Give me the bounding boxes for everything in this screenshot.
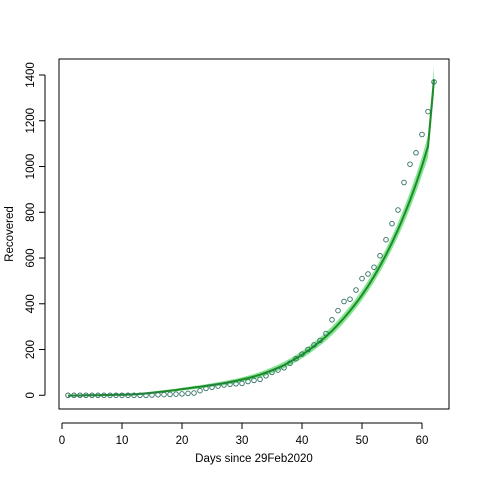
x-tick-label: 60 bbox=[416, 435, 429, 447]
data-point bbox=[401, 179, 407, 186]
data-point bbox=[281, 365, 287, 371]
data-point bbox=[317, 337, 323, 344]
data-point bbox=[209, 384, 215, 391]
data-point bbox=[143, 392, 149, 399]
data-point bbox=[161, 391, 167, 398]
confidence-band bbox=[68, 66, 434, 397]
data-point bbox=[125, 392, 131, 399]
confidence-band-layer bbox=[68, 66, 434, 397]
data-point bbox=[89, 392, 95, 399]
x-tick-label: 40 bbox=[296, 435, 309, 447]
data-point bbox=[167, 391, 173, 398]
data-point bbox=[215, 383, 221, 389]
data-point bbox=[425, 108, 431, 115]
x-tick-label: 50 bbox=[356, 435, 369, 447]
data-point bbox=[383, 236, 389, 243]
data-point bbox=[191, 390, 197, 396]
data-point bbox=[359, 275, 365, 282]
y-axis-title: Recovered bbox=[4, 206, 16, 262]
data-point bbox=[227, 381, 233, 388]
x-axis-title: Days since 29Feb2020 bbox=[195, 453, 313, 465]
y-tick-label: 200 bbox=[25, 340, 37, 359]
fit-line bbox=[67, 79, 435, 397]
data-point bbox=[263, 373, 269, 379]
y-tick-label: 600 bbox=[25, 248, 37, 267]
data-point bbox=[335, 307, 341, 314]
data-point bbox=[323, 330, 329, 337]
y-tick-label: 1000 bbox=[25, 154, 37, 180]
fit-line-layer bbox=[67, 79, 435, 397]
data-point bbox=[107, 392, 113, 399]
data-point bbox=[185, 390, 191, 397]
y-axis: 0 200 400 600 800 1000 1200 1400 bbox=[25, 62, 46, 398]
data-point bbox=[371, 264, 377, 270]
data-point bbox=[395, 207, 401, 213]
data-point bbox=[329, 317, 335, 323]
data-point bbox=[221, 382, 227, 388]
data-point bbox=[233, 381, 239, 387]
data-point bbox=[257, 376, 263, 383]
data-point bbox=[305, 346, 311, 353]
data-point bbox=[101, 392, 107, 399]
y-tick-label: 800 bbox=[25, 203, 37, 222]
data-point bbox=[311, 342, 317, 348]
data-point bbox=[179, 391, 185, 397]
data-point bbox=[287, 360, 293, 366]
data-point bbox=[77, 392, 83, 399]
data-point bbox=[269, 369, 275, 376]
data-point bbox=[299, 351, 305, 357]
y-tick-label: 1400 bbox=[25, 62, 37, 88]
data-point bbox=[155, 392, 161, 398]
y-tick-label: 0 bbox=[25, 392, 37, 398]
data-point bbox=[137, 392, 143, 399]
data-point bbox=[95, 392, 101, 399]
data-point bbox=[203, 385, 209, 392]
x-tick-label: 0 bbox=[59, 435, 65, 447]
x-tick-label: 30 bbox=[236, 435, 249, 447]
data-point bbox=[173, 391, 179, 397]
data-point bbox=[251, 377, 257, 384]
data-point bbox=[197, 387, 203, 394]
plot-frame bbox=[58, 58, 450, 410]
data-point bbox=[149, 392, 155, 398]
data-point bbox=[131, 392, 137, 399]
data-point bbox=[65, 392, 71, 399]
data-point bbox=[245, 378, 251, 385]
data-point bbox=[413, 150, 419, 156]
y-tick-label: 400 bbox=[25, 294, 37, 313]
data-point bbox=[389, 220, 395, 227]
data-point bbox=[353, 287, 359, 293]
data-point bbox=[407, 161, 413, 167]
y-tick-label: 1200 bbox=[25, 108, 37, 134]
x-tick-label: 10 bbox=[116, 435, 129, 447]
data-point bbox=[431, 79, 437, 85]
x-tick-label: 20 bbox=[176, 435, 189, 447]
data-point bbox=[347, 296, 353, 302]
x-axis: 0 10 20 30 40 50 60 bbox=[59, 422, 429, 447]
data-point bbox=[113, 392, 119, 399]
data-point bbox=[275, 367, 281, 373]
data-point bbox=[239, 380, 245, 387]
data-point bbox=[83, 392, 89, 399]
data-point bbox=[377, 252, 383, 259]
data-point bbox=[419, 131, 425, 138]
data-point bbox=[119, 392, 125, 399]
data-point bbox=[71, 392, 77, 399]
data-points-layer bbox=[65, 79, 437, 399]
data-point bbox=[341, 298, 347, 305]
data-point bbox=[365, 271, 371, 277]
data-point bbox=[293, 355, 299, 362]
